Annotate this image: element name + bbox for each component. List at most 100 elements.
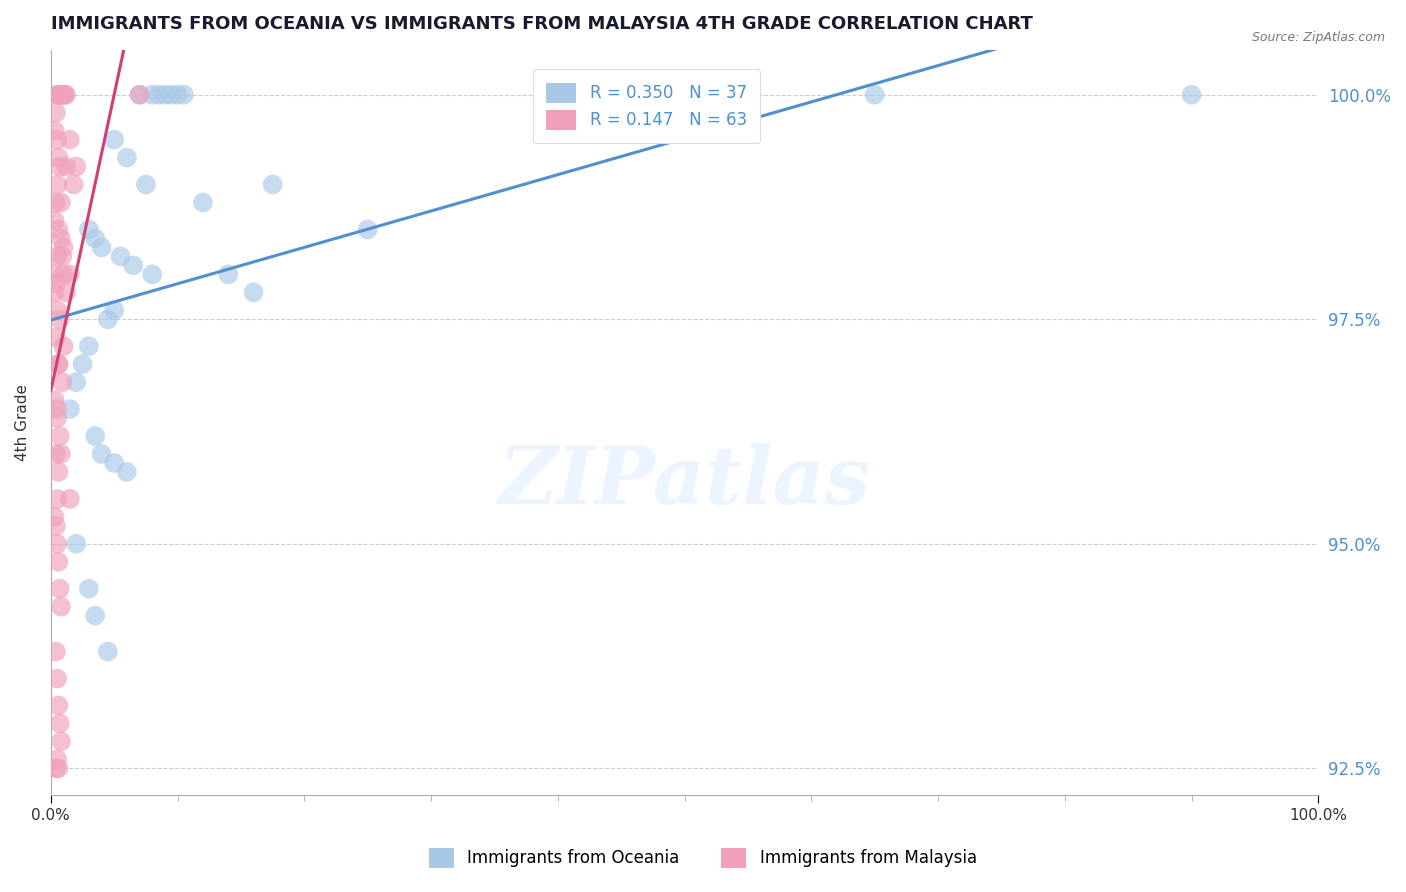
Point bbox=[44, 509, 66, 524]
Point bbox=[65, 160, 87, 174]
Point bbox=[90, 447, 112, 461]
Point bbox=[49, 734, 72, 748]
Point bbox=[46, 537, 69, 551]
Point bbox=[122, 259, 145, 273]
Point bbox=[46, 411, 69, 425]
Point bbox=[44, 268, 66, 282]
Point bbox=[242, 285, 264, 300]
Point bbox=[135, 178, 157, 192]
Text: Source: ZipAtlas.com: Source: ZipAtlas.com bbox=[1251, 31, 1385, 45]
Point bbox=[55, 87, 77, 102]
Point bbox=[97, 312, 120, 326]
Point bbox=[48, 151, 70, 165]
Point bbox=[48, 429, 70, 443]
Point bbox=[48, 761, 70, 775]
Point bbox=[77, 582, 100, 596]
Point bbox=[48, 87, 70, 102]
Point bbox=[51, 375, 73, 389]
Point bbox=[59, 402, 82, 417]
Point bbox=[55, 160, 77, 174]
Point bbox=[48, 716, 70, 731]
Point bbox=[46, 303, 69, 318]
Point bbox=[48, 87, 70, 102]
Point bbox=[217, 268, 239, 282]
Point bbox=[65, 375, 87, 389]
Point bbox=[48, 698, 70, 713]
Point bbox=[49, 87, 72, 102]
Point bbox=[59, 268, 82, 282]
Point bbox=[103, 133, 125, 147]
Point bbox=[110, 249, 132, 263]
Point bbox=[45, 644, 67, 658]
Point bbox=[59, 133, 82, 147]
Point bbox=[62, 178, 84, 192]
Point bbox=[153, 87, 176, 102]
Point bbox=[45, 330, 67, 344]
Point bbox=[1180, 87, 1202, 102]
Legend: Immigrants from Oceania, Immigrants from Malaysia: Immigrants from Oceania, Immigrants from… bbox=[422, 841, 984, 875]
Point bbox=[51, 87, 73, 102]
Point bbox=[55, 285, 77, 300]
Point bbox=[103, 456, 125, 470]
Point bbox=[863, 87, 886, 102]
Point bbox=[59, 491, 82, 506]
Point bbox=[115, 465, 138, 479]
Point bbox=[48, 357, 70, 371]
Point bbox=[173, 87, 195, 102]
Y-axis label: 4th Grade: 4th Grade bbox=[15, 384, 30, 461]
Point bbox=[141, 87, 163, 102]
Point bbox=[357, 222, 380, 236]
Point bbox=[45, 761, 67, 775]
Point bbox=[52, 339, 75, 353]
Point bbox=[84, 608, 107, 623]
Point bbox=[52, 240, 75, 254]
Point bbox=[103, 303, 125, 318]
Point bbox=[191, 195, 214, 210]
Point bbox=[46, 178, 69, 192]
Point bbox=[46, 491, 69, 506]
Point bbox=[48, 582, 70, 596]
Point bbox=[46, 87, 69, 102]
Text: ZIPatlas: ZIPatlas bbox=[499, 443, 870, 521]
Point bbox=[77, 222, 100, 236]
Point bbox=[45, 519, 67, 533]
Point bbox=[141, 268, 163, 282]
Point bbox=[52, 87, 75, 102]
Point bbox=[48, 555, 70, 569]
Point bbox=[77, 339, 100, 353]
Point bbox=[44, 213, 66, 227]
Legend: R = 0.350   N = 37, R = 0.147   N = 63: R = 0.350 N = 37, R = 0.147 N = 63 bbox=[533, 70, 761, 144]
Point bbox=[46, 133, 69, 147]
Point bbox=[45, 195, 67, 210]
Point bbox=[49, 195, 72, 210]
Point bbox=[49, 447, 72, 461]
Point bbox=[48, 160, 70, 174]
Point bbox=[84, 231, 107, 245]
Point bbox=[45, 447, 67, 461]
Point bbox=[46, 402, 69, 417]
Point bbox=[46, 752, 69, 766]
Point bbox=[48, 465, 70, 479]
Point bbox=[48, 312, 70, 326]
Point bbox=[44, 393, 66, 408]
Point bbox=[53, 87, 76, 102]
Point bbox=[160, 87, 183, 102]
Point bbox=[148, 87, 170, 102]
Point bbox=[45, 277, 67, 291]
Point bbox=[65, 537, 87, 551]
Text: IMMIGRANTS FROM OCEANIA VS IMMIGRANTS FROM MALAYSIA 4TH GRADE CORRELATION CHART: IMMIGRANTS FROM OCEANIA VS IMMIGRANTS FR… bbox=[51, 15, 1033, 33]
Point bbox=[90, 240, 112, 254]
Point bbox=[51, 249, 73, 263]
Point bbox=[44, 285, 66, 300]
Point bbox=[97, 644, 120, 658]
Point bbox=[128, 87, 150, 102]
Point bbox=[166, 87, 188, 102]
Point bbox=[48, 357, 70, 371]
Point bbox=[48, 222, 70, 236]
Point bbox=[44, 123, 66, 137]
Point bbox=[115, 151, 138, 165]
Point bbox=[84, 429, 107, 443]
Point bbox=[49, 599, 72, 614]
Point bbox=[52, 268, 75, 282]
Point bbox=[45, 105, 67, 120]
